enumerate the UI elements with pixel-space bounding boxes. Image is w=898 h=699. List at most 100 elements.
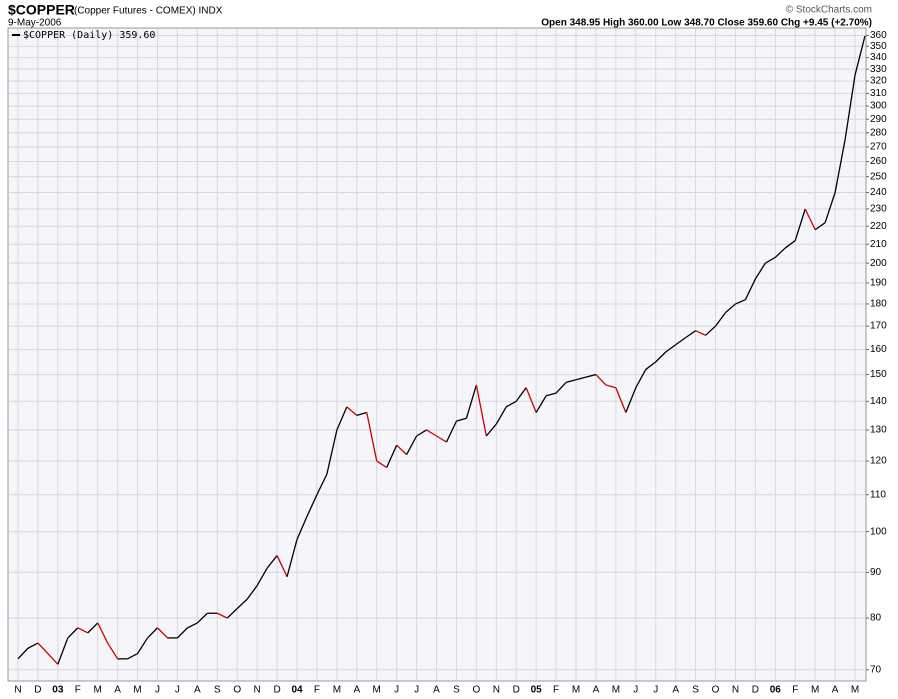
x-tick-label: N [493,685,500,696]
line-segment [645,361,657,370]
line-segment [754,262,766,280]
y-tick-label: 180 [870,299,887,310]
line-segment [705,325,716,336]
line-segment [445,420,458,443]
quote: Open 348.95 High 360.00 Low 348.70 Close… [541,18,872,29]
y-tick-label: 330 [870,64,887,75]
line-segment [386,444,398,468]
y-tick-label: 100 [870,526,887,537]
line-segment [794,208,806,241]
y-tick-label: 190 [870,278,887,289]
line-segment [615,387,627,413]
x-tick-label: O [233,685,241,696]
y-tick-label: 290 [870,114,887,125]
x-tick-label: N [254,685,261,696]
x-tick-label: A [114,685,121,696]
line-segment [147,627,158,639]
y-tick-label: 170 [870,321,887,332]
x-tick-label: A [672,685,679,696]
line-segment [127,652,138,660]
x-tick-label: J [394,685,399,696]
x-tick-label: M [572,685,580,696]
x-tick-label: D [34,685,41,696]
y-tick-label: 310 [870,88,887,99]
line-segment [495,406,507,425]
x-tick-label: O [472,685,480,696]
x-tick-label: M [851,685,859,696]
line-segment [844,74,856,140]
x-tick-label: M [373,685,381,696]
line-segment [376,460,388,469]
line-segment [635,369,647,389]
credit: © StockCharts.com [786,5,872,16]
x-tick-label: O [712,685,720,696]
line-segment [346,406,358,416]
line-segment [625,387,637,413]
y-tick-label: 240 [870,187,887,198]
line-segment [226,608,238,619]
x-tick-label: F [792,685,798,696]
line-segment [665,344,677,353]
line-segment [176,627,188,639]
line-segment [196,612,208,624]
line-segment [157,627,168,639]
x-tick-label: 04 [291,685,303,696]
line-segment [725,303,736,314]
line-segment [406,435,418,455]
line-segment [97,622,109,644]
line-segment [236,598,248,609]
line-segment [804,208,816,231]
line-segment [475,384,487,437]
y-tick-label: 110 [870,489,886,500]
x-tick-label: J [155,685,160,696]
line-segment [426,429,437,437]
line-segment [585,373,597,378]
x-tick-label: F [314,685,320,696]
x-tick-label: N [732,685,739,696]
x-tick-label: J [633,685,638,696]
x-tick-label: D [513,685,520,696]
line-segment [695,330,706,336]
line-segment [854,35,866,76]
x-tick-label: D [752,685,759,696]
line-segment [715,312,727,327]
y-tick-label: 280 [870,127,887,138]
chart-subtitle: (Copper Futures - COMEX) INDX [74,6,223,17]
x-tick-label: A [353,685,360,696]
line-segment [416,429,427,437]
line-segment [356,411,367,416]
x-tick-label: S [214,685,221,696]
x-tick-label: F [75,685,81,696]
line-segment [465,384,477,419]
line-segment [217,612,228,619]
y-tick-label: 360 [870,30,887,41]
y-tick-label: 320 [870,76,887,87]
line-segment [326,429,338,475]
y-tick-label: 200 [870,258,887,269]
chart-title: $COPPER [8,2,75,18]
line-segment [605,384,617,389]
line-segment [57,637,69,665]
x-tick-label: S [692,685,699,696]
y-tick-label: 230 [870,204,887,215]
x-tick-label: J [414,685,419,696]
line-segment [77,627,89,634]
line-segment [306,494,318,517]
y-tick-label: 150 [870,369,887,380]
line-segment [545,392,557,397]
legend-label: $COPPER (Daily) 359.60 [23,30,155,41]
line-segment [485,423,497,437]
line-segment [296,516,308,540]
line-segment [316,473,328,495]
y-tick-label: 300 [870,101,887,112]
x-tick-label: M [811,685,819,696]
line-segment [286,539,298,577]
line-segment [565,379,577,384]
y-tick-label: 250 [870,171,887,182]
line-segment [535,395,547,413]
x-tick-label: M [94,685,102,696]
x-tick-label: J [175,685,180,696]
line-segment [765,256,776,264]
x-tick-label: A [194,685,201,696]
